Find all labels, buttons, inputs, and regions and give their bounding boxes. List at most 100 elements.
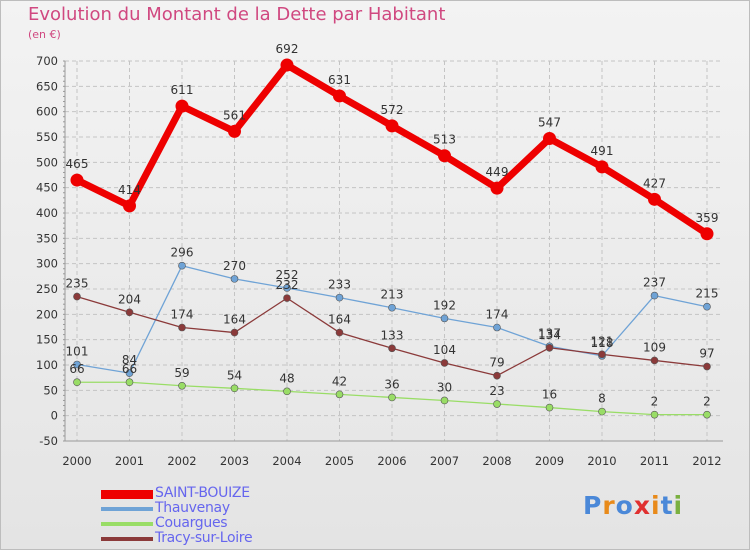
chart-subtitle: (en €) bbox=[28, 28, 61, 41]
data-point-thauvenay bbox=[650, 291, 659, 300]
data-label-thauvenay: 296 bbox=[171, 246, 194, 260]
x-tick-label: 2007 bbox=[430, 454, 459, 468]
y-tick-label: 450 bbox=[36, 181, 58, 195]
data-point-couargues bbox=[73, 378, 81, 387]
x-tick-label: 2003 bbox=[220, 454, 249, 468]
data-label-tracy-sur-loire: 104 bbox=[433, 343, 456, 357]
y-tick-label: 650 bbox=[36, 79, 58, 93]
data-point-couargues bbox=[388, 393, 396, 402]
x-tick-label: 2006 bbox=[377, 454, 406, 468]
y-tick-label: 550 bbox=[36, 130, 58, 144]
data-label-saint-bouize: 427 bbox=[643, 176, 666, 190]
data-point-couargues bbox=[230, 384, 239, 393]
logo-letter: i bbox=[673, 491, 684, 520]
data-label-thauvenay: 192 bbox=[433, 298, 456, 312]
legend-label: Couargues bbox=[155, 515, 228, 531]
data-point-thauvenay bbox=[283, 284, 291, 292]
data-label-tracy-sur-loire: 97 bbox=[699, 347, 714, 361]
data-point-tracy-sur-loire bbox=[178, 323, 186, 332]
data-point-saint-bouize bbox=[280, 58, 294, 72]
data-label-couargues: 2 bbox=[703, 395, 711, 409]
data-label-couargues: 8 bbox=[598, 392, 606, 406]
data-point-couargues bbox=[335, 390, 344, 399]
data-point-saint-bouize bbox=[438, 149, 451, 163]
data-label-saint-bouize: 631 bbox=[328, 73, 351, 87]
y-tick-label: 350 bbox=[36, 231, 58, 245]
data-point-couargues bbox=[703, 410, 711, 419]
x-tick-label: 2010 bbox=[587, 454, 616, 468]
legend-swatch bbox=[101, 507, 153, 511]
data-label-couargues: 48 bbox=[279, 371, 294, 385]
data-label-saint-bouize: 572 bbox=[381, 103, 404, 117]
data-label-tracy-sur-loire: 134 bbox=[538, 328, 561, 342]
data-point-couargues bbox=[650, 410, 659, 419]
data-point-saint-bouize bbox=[123, 199, 136, 213]
data-label-couargues: 66 bbox=[69, 362, 84, 376]
data-label-thauvenay: 233 bbox=[328, 278, 351, 292]
data-label-tracy-sur-loire: 232 bbox=[276, 278, 299, 292]
data-label-saint-bouize: 359 bbox=[696, 211, 719, 225]
logo-letter: x bbox=[633, 491, 651, 520]
data-label-tracy-sur-loire: 79 bbox=[489, 356, 504, 370]
data-point-couargues bbox=[598, 407, 606, 416]
y-tick-label: 300 bbox=[36, 257, 58, 271]
y-tick-label: 50 bbox=[43, 383, 58, 397]
data-point-tracy-sur-loire bbox=[650, 356, 659, 365]
legend-swatch bbox=[101, 489, 153, 499]
data-label-saint-bouize: 561 bbox=[223, 108, 246, 122]
data-label-saint-bouize: 449 bbox=[486, 165, 509, 179]
data-label-couargues: 16 bbox=[542, 388, 557, 402]
data-point-thauvenay bbox=[178, 261, 186, 270]
data-label-saint-bouize: 491 bbox=[591, 144, 614, 158]
legend-swatch bbox=[101, 522, 153, 526]
legend-label: Tracy-sur-Loire bbox=[155, 530, 253, 546]
data-point-saint-bouize bbox=[595, 160, 609, 174]
data-point-tracy-sur-loire bbox=[545, 343, 554, 352]
logo-letter: o bbox=[615, 491, 634, 520]
data-point-saint-bouize bbox=[333, 89, 346, 103]
data-label-thauvenay: 137 bbox=[538, 326, 561, 340]
data-label-thauvenay: 215 bbox=[696, 287, 719, 301]
data-label-tracy-sur-loire: 235 bbox=[66, 277, 89, 291]
y-tick-label: -50 bbox=[39, 434, 58, 448]
data-label-saint-bouize: 465 bbox=[66, 157, 89, 171]
data-label-tracy-sur-loire: 164 bbox=[328, 313, 351, 327]
x-tick-label: 2005 bbox=[325, 454, 354, 468]
data-label-couargues: 54 bbox=[227, 368, 242, 382]
data-point-thauvenay bbox=[493, 323, 501, 332]
x-tick-label: 2002 bbox=[167, 454, 196, 468]
data-label-thauvenay: 213 bbox=[381, 288, 404, 302]
data-point-thauvenay bbox=[125, 369, 134, 377]
data-point-tracy-sur-loire bbox=[598, 350, 606, 359]
data-label-thauvenay: 237 bbox=[643, 276, 666, 290]
data-point-tracy-sur-loire bbox=[283, 294, 291, 302]
data-label-thauvenay: 174 bbox=[486, 308, 509, 322]
data-label-couargues: 30 bbox=[437, 380, 452, 394]
data-point-tracy-sur-loire bbox=[703, 362, 711, 371]
data-point-saint-bouize bbox=[70, 173, 84, 187]
x-tick-label: 2009 bbox=[535, 454, 564, 468]
y-tick-label: 0 bbox=[51, 409, 58, 423]
x-tick-label: 2008 bbox=[482, 454, 511, 468]
data-point-tracy-sur-loire bbox=[230, 328, 239, 337]
data-label-tracy-sur-loire: 174 bbox=[171, 308, 194, 322]
y-tick-label: 500 bbox=[36, 155, 58, 169]
data-label-saint-bouize: 692 bbox=[276, 42, 299, 56]
logo-letter: P bbox=[583, 491, 603, 520]
y-tick-label: 250 bbox=[36, 282, 58, 296]
data-label-saint-bouize: 414 bbox=[118, 183, 141, 197]
data-point-saint-bouize bbox=[700, 227, 714, 241]
data-label-saint-bouize: 513 bbox=[433, 133, 456, 147]
legend-swatch bbox=[101, 537, 153, 541]
legend-label: SAINT-BOUIZE bbox=[155, 485, 250, 501]
data-label-tracy-sur-loire: 204 bbox=[118, 292, 141, 306]
legend-label: Thauvenay bbox=[155, 500, 230, 516]
x-tick-label: 2011 bbox=[640, 454, 669, 468]
data-point-saint-bouize bbox=[648, 192, 661, 206]
data-label-saint-bouize: 611 bbox=[171, 83, 194, 97]
x-tick-label: 2000 bbox=[62, 454, 91, 468]
proxiti-logo: Proxiti bbox=[583, 491, 683, 520]
y-tick-label: 600 bbox=[36, 105, 58, 119]
